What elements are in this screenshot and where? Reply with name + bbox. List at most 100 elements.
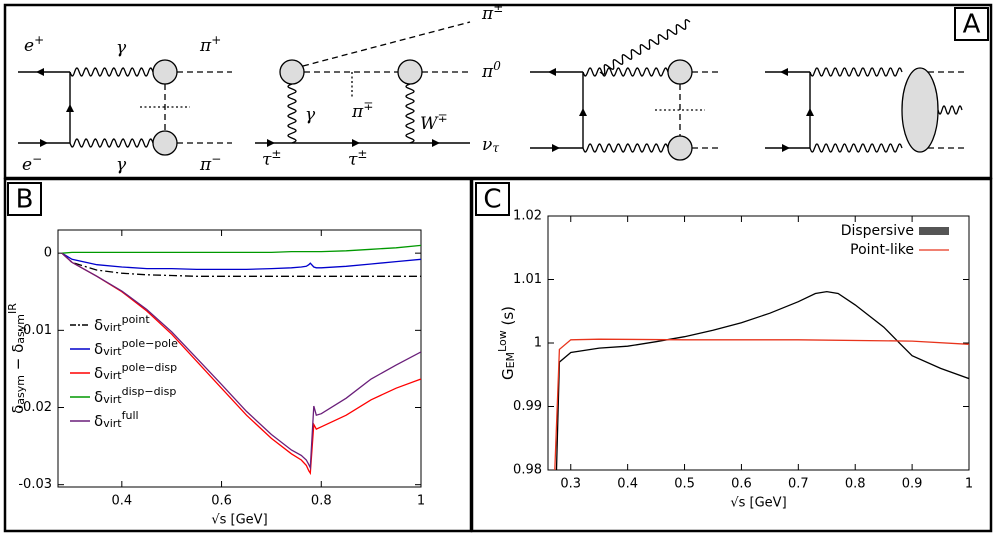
text-part: Low — [496, 330, 509, 352]
diagram-label: π+ — [199, 33, 221, 55]
vertex-blob — [397, 59, 423, 85]
x-tick-label: 0.3 — [560, 477, 581, 492]
photon-line — [582, 67, 669, 77]
y-tick-label: 0 — [44, 246, 52, 261]
series-line — [61, 252, 421, 277]
photon-line — [809, 143, 903, 153]
diagram-label: ντ — [482, 135, 499, 156]
text-part: + — [211, 33, 221, 47]
text-part: π — [199, 155, 212, 175]
text-part: ± — [271, 147, 281, 161]
panel-c-frame — [470, 177, 993, 533]
x-tick-label: 0.5 — [674, 477, 695, 492]
series-line — [61, 252, 421, 471]
diagram-label: τ± — [348, 147, 367, 169]
diagram-label: π− — [199, 152, 221, 174]
text-part: ± — [493, 1, 503, 15]
text-part: ∓ — [363, 99, 373, 113]
plot-frame — [57, 229, 422, 488]
diagram-label: e+ — [24, 33, 44, 55]
text-part: e — [24, 36, 34, 56]
diagram-label: W∓ — [420, 111, 448, 133]
legend-label: Dispersive — [841, 223, 914, 239]
x-tick-label: 0.7 — [788, 477, 809, 492]
y-axis-label: GEMLow (s) — [496, 306, 517, 380]
text-part: δ — [9, 405, 27, 414]
diagram-label: π± — [481, 1, 503, 23]
arrow — [267, 139, 440, 147]
text-part: γ — [116, 155, 127, 175]
series-line — [61, 252, 421, 271]
diagram-label: γ — [116, 155, 127, 175]
y-tick-label: 1.02 — [513, 209, 542, 224]
vertex-blob — [152, 59, 178, 85]
text-part: δ — [94, 340, 103, 358]
text-part: π — [481, 62, 494, 82]
panel-label: B — [16, 185, 34, 215]
y-tick-label: -0.02 — [18, 400, 52, 415]
legend-label: δvirtpole−pole — [94, 337, 178, 358]
text-part: δ — [94, 316, 103, 334]
text-part: virt — [103, 345, 122, 358]
text-part: π — [351, 102, 364, 122]
text-part: (s) — [499, 306, 517, 330]
legend-label: Point-like — [850, 242, 914, 258]
text-part: γ — [305, 105, 316, 125]
text-part: − — [32, 152, 42, 166]
text-part: pole−disp — [122, 361, 178, 374]
x-tick-label: 0.4 — [617, 477, 638, 492]
label-box — [475, 182, 510, 216]
label-box — [7, 182, 42, 216]
text-part: γ — [116, 38, 127, 58]
y-axis-label: δasym − δasymIR — [6, 303, 27, 414]
y-tick-label: 0.99 — [513, 399, 542, 414]
feynman-diagrams: e+ γ π+e− γ π−π±π0π∓γ W∓τ± τ± ντ — [18, 1, 965, 175]
photon-line — [405, 83, 415, 144]
photon-line — [287, 83, 297, 144]
scalar-line — [302, 21, 471, 73]
diagram-label: π∓ — [351, 99, 373, 121]
text-part: 0 — [493, 59, 501, 73]
x-tick-label: 1 — [417, 494, 425, 509]
panel-label: A — [963, 10, 981, 40]
diagram-label: γ — [116, 38, 127, 58]
legend-label: δvirtpole−disp — [94, 361, 177, 382]
photon-line — [69, 67, 154, 77]
panel-label-c: C — [475, 182, 510, 216]
text-part: e — [22, 155, 32, 175]
x-axis-label: √s [GeV] — [730, 496, 786, 511]
y-tick-label: 0.98 — [513, 463, 542, 478]
photon-line — [69, 138, 154, 148]
scalar-line — [679, 71, 720, 149]
x-tick-label: 0.6 — [211, 494, 232, 509]
text-part: pole−pole — [122, 337, 179, 350]
diagram-label: γ — [305, 105, 316, 125]
y-tick-label: 1 — [534, 336, 542, 351]
x-tick-label: 0.8 — [311, 494, 332, 509]
text-part: asym — [14, 314, 27, 344]
scalar-line — [164, 71, 232, 144]
vertex-blob — [279, 59, 305, 85]
x-tick-label: 1 — [965, 477, 973, 492]
panel-label-b: B — [7, 182, 42, 216]
text-part: π — [481, 4, 494, 24]
text-part: point — [122, 313, 151, 326]
x-axis-label: √s [GeV] — [211, 513, 267, 528]
text-part: virt — [103, 321, 122, 334]
x-tick-label: 0.4 — [111, 494, 132, 509]
plots: 0.4 0.6 0.8 1 0 -0.01 -0.02 -0.03 √s [GeV] δasym … — [6, 209, 973, 528]
text-part: δ — [94, 412, 103, 430]
text-part: virt — [103, 417, 122, 430]
scalar-line — [928, 71, 965, 149]
diagram-label: π0 — [481, 59, 501, 81]
text-part: − — [211, 152, 221, 166]
text-part: W — [420, 114, 439, 134]
vertex-blob — [667, 59, 693, 85]
series-line — [61, 252, 421, 476]
series-line — [554, 338, 969, 470]
legend-label: δvirtfull — [94, 409, 139, 430]
text-part: δ — [94, 388, 103, 406]
text-part: δ — [94, 364, 103, 382]
chart: 0.4 0.6 0.8 1 0 -0.01 -0.02 -0.03 √s [GeV] δasym … — [6, 229, 425, 528]
